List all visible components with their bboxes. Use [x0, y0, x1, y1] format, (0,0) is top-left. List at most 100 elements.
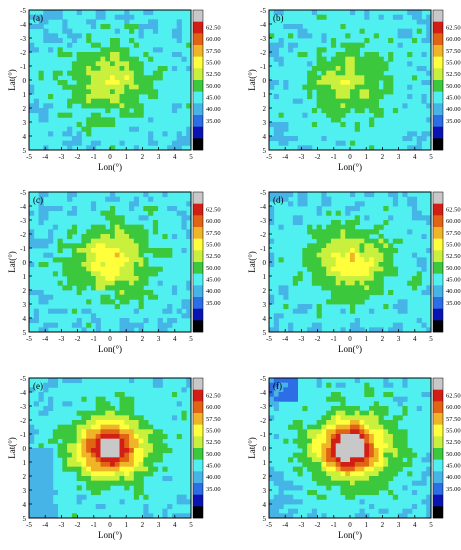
- contour-cell: [95, 248, 101, 254]
- contour-cell: [383, 424, 389, 430]
- contour-cell: [402, 434, 408, 440]
- contour-cell: [124, 89, 130, 95]
- contour-cell: [345, 429, 351, 435]
- contour-cell: [119, 257, 125, 263]
- contour-cell: [90, 61, 97, 67]
- contour-cell: [90, 117, 97, 123]
- contour-cell: [307, 513, 313, 518]
- contour-cell: [411, 196, 418, 202]
- contour-cell: [402, 308, 408, 314]
- contour-cell: [138, 215, 144, 221]
- contour-cell: [273, 47, 279, 53]
- contour-cell: [38, 70, 44, 76]
- contour-cell: [129, 322, 135, 328]
- contour-cell: [397, 327, 403, 332]
- contour-cell: [157, 252, 163, 258]
- contour-cell: [283, 480, 289, 486]
- x-tick-label: -3: [58, 153, 64, 161]
- contour-cell: [369, 75, 375, 81]
- contour-cell: [421, 476, 427, 482]
- contour-cell: [29, 480, 35, 486]
- contour-cell: [350, 271, 356, 277]
- contour-cell: [124, 462, 130, 468]
- contour-cell: [297, 271, 303, 277]
- contour-cell: [369, 392, 375, 398]
- contour-cell: [330, 424, 337, 430]
- contour-cell: [143, 276, 149, 282]
- contour-cell: [302, 33, 308, 39]
- contour-cell: [316, 304, 322, 310]
- contour-cell: [67, 262, 73, 268]
- contour-cell: [86, 476, 92, 482]
- contour-cell: [335, 56, 341, 62]
- contour-cell: [321, 262, 327, 268]
- contour-cell: [119, 406, 125, 412]
- contour-cell: [354, 285, 360, 291]
- contour-cell: [269, 220, 275, 226]
- contour-cell: [81, 98, 87, 104]
- contour-cell: [86, 19, 92, 25]
- x-tick-label: -3: [58, 335, 64, 343]
- contour-cell: [345, 206, 351, 212]
- contour-cell: [326, 103, 332, 109]
- contour-cell: [90, 429, 97, 435]
- x-tick-label: 4: [173, 153, 177, 161]
- contour-cell: [288, 192, 294, 198]
- contour-cell: [71, 378, 78, 384]
- contour-cell: [138, 290, 144, 296]
- contour-cell: [345, 290, 351, 296]
- contour-cell: [307, 462, 313, 468]
- contour-cell: [411, 210, 418, 216]
- contour-cell: [416, 19, 422, 25]
- colorbar-label: 52.50: [446, 71, 461, 78]
- contour-cell: [292, 485, 298, 491]
- contour-cell: [378, 290, 384, 296]
- contour-cell: [373, 415, 379, 421]
- contour-cell: [43, 112, 49, 118]
- contour-cell: [76, 10, 82, 16]
- contour-cell: [29, 243, 35, 249]
- contour-cell: [340, 396, 346, 402]
- contour-cell: [29, 466, 35, 472]
- contour-cell: [124, 415, 130, 421]
- contour-cell: [90, 80, 97, 86]
- contour-cell: [114, 466, 120, 472]
- x-tick-label: -2: [75, 153, 81, 161]
- contour-cell: [43, 10, 49, 16]
- contour-cell: [171, 66, 178, 72]
- contour-cell: [364, 462, 370, 468]
- contour-cell: [157, 318, 163, 324]
- contour-cell: [326, 457, 332, 463]
- contour-cell: [138, 271, 144, 277]
- contour-cell: [62, 271, 68, 277]
- contour-cell: [176, 434, 182, 440]
- contour-cell: [345, 406, 351, 412]
- contour-cell: [90, 485, 97, 491]
- contour-cell: [392, 108, 399, 114]
- contour-cell: [321, 47, 327, 53]
- contour-cell: [369, 89, 375, 95]
- contour-cell: [43, 485, 49, 491]
- contour-cell: [186, 229, 191, 235]
- contour-cell: [38, 112, 44, 118]
- contour-cell: [148, 56, 154, 62]
- contour-cell: [397, 28, 403, 34]
- contour-cell: [138, 103, 144, 109]
- contour-cell: [138, 112, 144, 118]
- colorbar-label: 57.50: [206, 48, 221, 55]
- contour-cell: [326, 396, 332, 402]
- contour-cell: [335, 290, 341, 296]
- contour-cell: [105, 103, 111, 109]
- contour-cell: [316, 66, 322, 72]
- contour-cell: [316, 243, 322, 249]
- contour-cell: [340, 42, 346, 48]
- contour-cell: [114, 248, 120, 254]
- contour-cell: [90, 103, 97, 109]
- contour-cell: [119, 103, 125, 109]
- contour-cell: [143, 290, 149, 296]
- contour-cell: [359, 280, 365, 286]
- contour-cell: [186, 126, 191, 132]
- contour-cell: [148, 438, 154, 444]
- colorbar-band: [193, 471, 203, 484]
- contour-cell: [383, 257, 389, 263]
